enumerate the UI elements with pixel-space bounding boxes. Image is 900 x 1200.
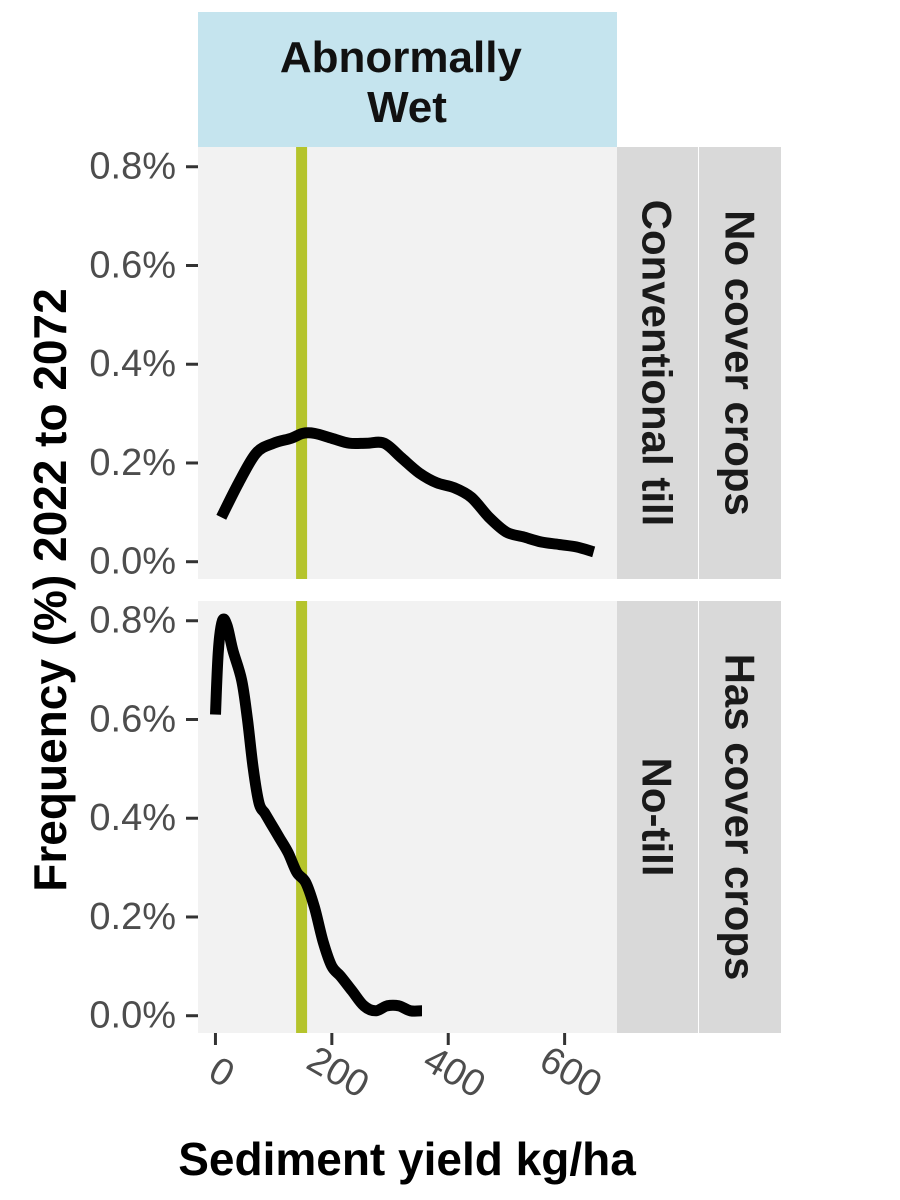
facet-strip-top-label: Abnormally Wet [280, 33, 534, 132]
panel-1-y-tick-label-0: 0.0% [89, 541, 176, 583]
x-tick-label-0: 0 [202, 1049, 241, 1096]
panel-1-strip-outer [699, 147, 781, 579]
panel-2-strip-outer [699, 601, 781, 1033]
panel-1-y-tick-label-3: 0.6% [89, 244, 176, 286]
x-tick-label-2: 400 [416, 1039, 492, 1107]
panel-2-strip-inner [617, 601, 698, 1033]
x-tick-label-1: 200 [300, 1039, 376, 1107]
panel-1-row-label-inner: Conventional till [634, 200, 681, 527]
panel-1-strip-inner [617, 147, 698, 579]
panel-1-y-tick-label-2: 0.4% [89, 343, 176, 385]
panel-2-y-tick-label-2: 0.4% [89, 797, 176, 839]
panel-2-row-label-inner: No-till [634, 758, 681, 877]
panel-2-y-tick-label-4: 0.8% [89, 600, 176, 642]
panel-1-y-tick-label-1: 0.2% [89, 442, 176, 484]
panel-1-background [198, 147, 617, 579]
y-axis-title: Frequency (%) 2022 to 2072 [24, 288, 76, 891]
panel-2-y-tick-label-3: 0.6% [89, 698, 176, 740]
x-axis-title: Sediment yield kg/ha [178, 1133, 636, 1185]
panel-2-density-curve [210, 613, 423, 1017]
panel-2-y-tick-label-0: 0.0% [89, 995, 176, 1037]
x-tick-label-3: 600 [533, 1039, 609, 1107]
facet-strip-top [198, 12, 617, 147]
panel-1-density-curve [216, 427, 596, 558]
panel-2-y-tick-label-1: 0.2% [89, 896, 176, 938]
panel-1-y-tick-label-4: 0.8% [89, 146, 176, 188]
panel-2-row-label-outer: Has cover crops [717, 654, 764, 981]
panel-1-row-label-outer: No cover crops [717, 210, 764, 516]
